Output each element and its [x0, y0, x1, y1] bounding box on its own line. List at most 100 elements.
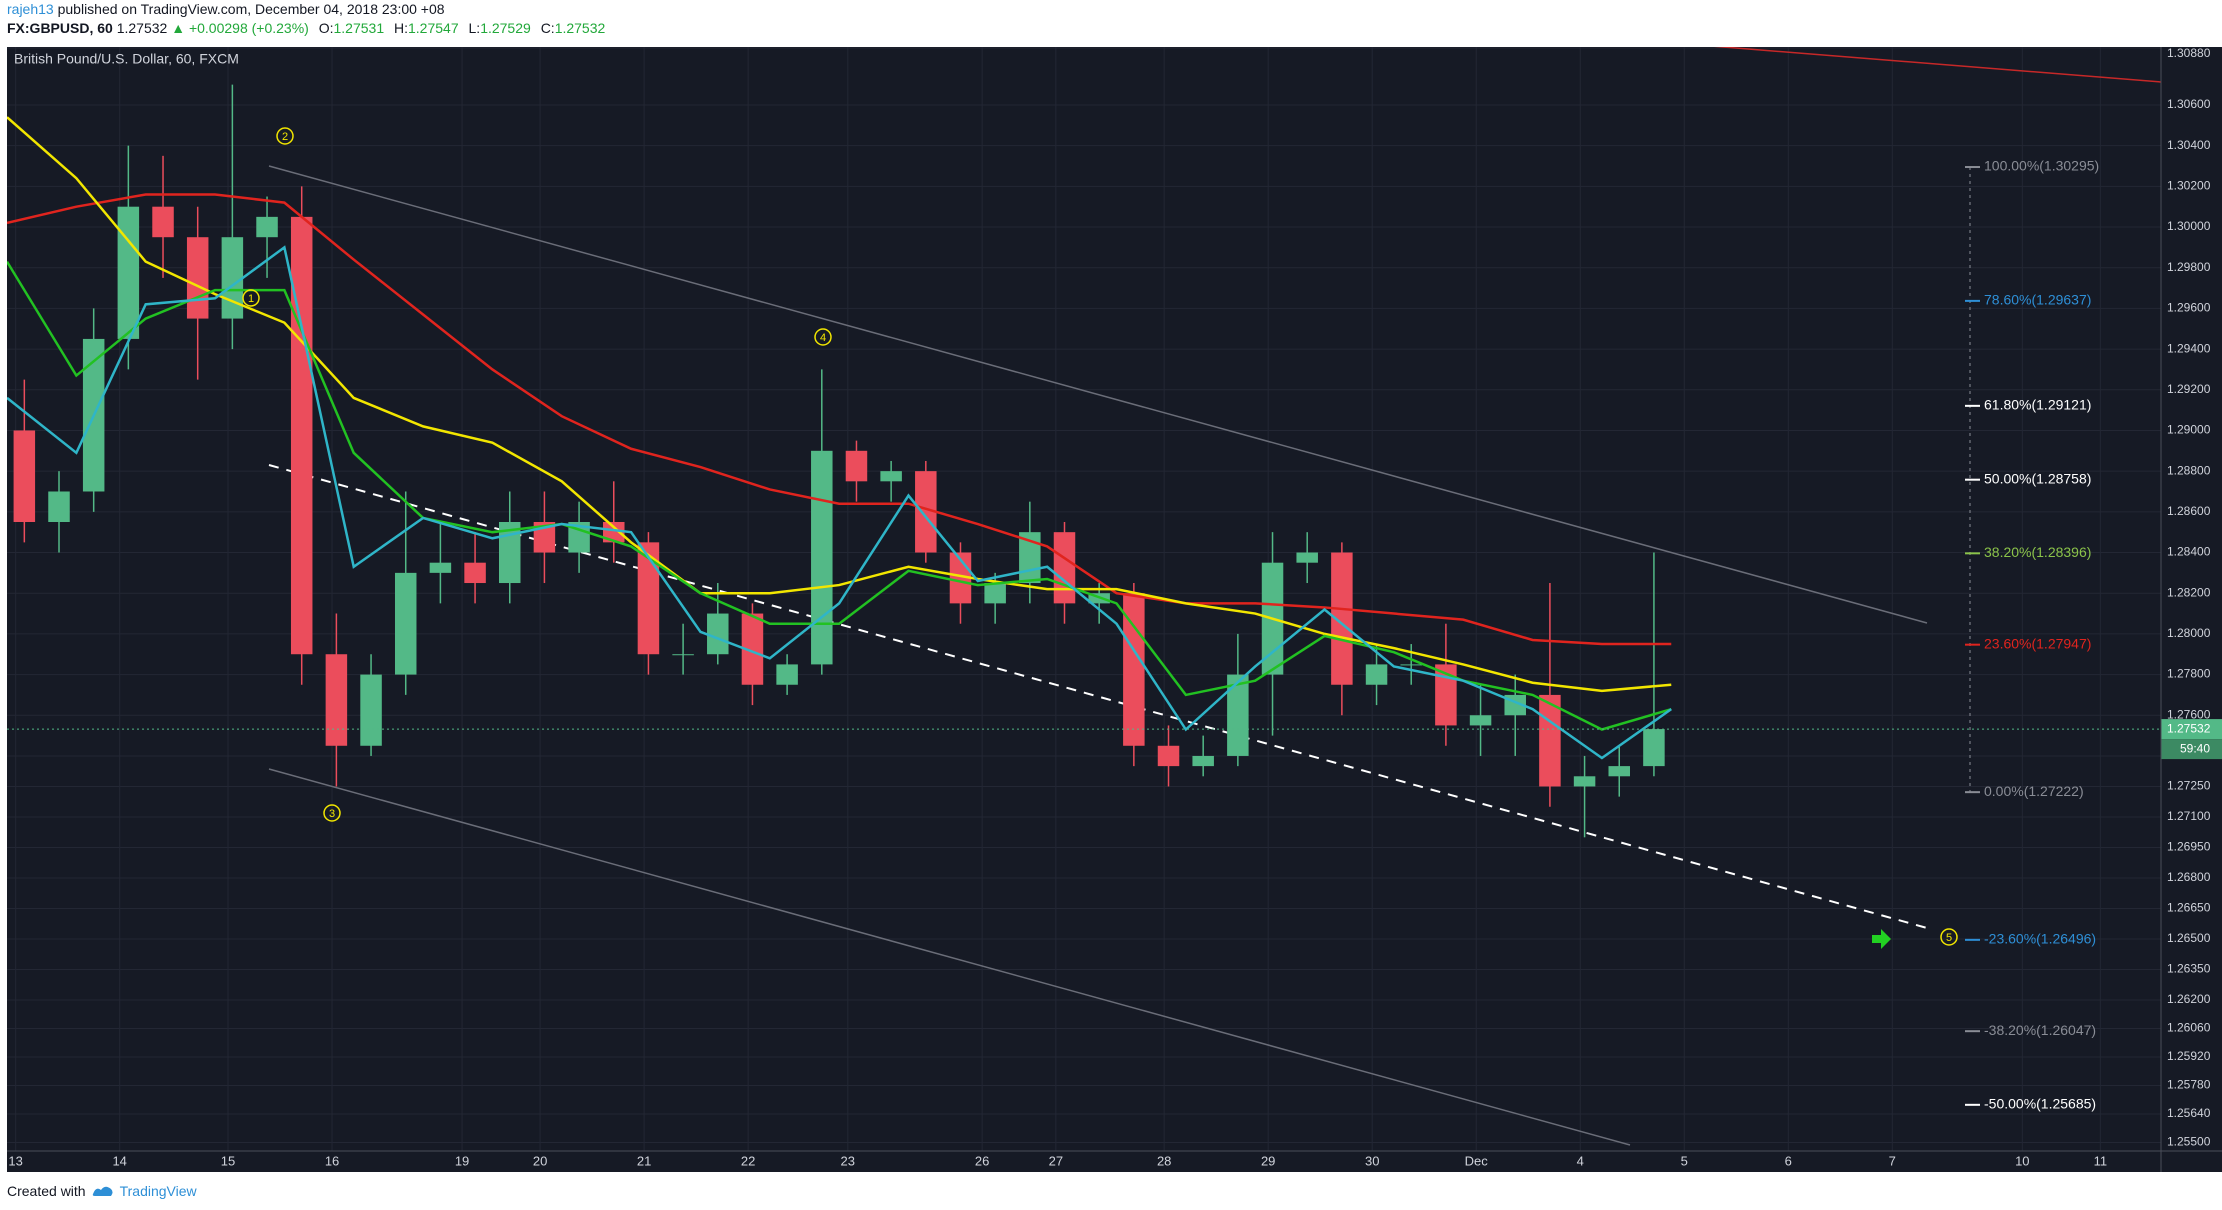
candle-body — [186, 237, 209, 319]
header: rajeh13 published on TradingView.com, De… — [7, 0, 605, 38]
y-tick-label: 1.30600 — [2167, 97, 2211, 111]
y-tick-label: 1.27800 — [2167, 667, 2211, 681]
candle-body — [1469, 715, 1492, 726]
fib-label: 0.00%(1.27222) — [1984, 783, 2084, 799]
y-tick-label: 1.29600 — [2167, 301, 2211, 315]
ohlc-value: 1.27531 — [333, 20, 385, 36]
y-tick-label: 1.25640 — [2167, 1106, 2211, 1120]
candle-body — [256, 216, 278, 238]
fib-label: 61.80%(1.29121) — [1984, 397, 2091, 413]
last: 1.27532 — [116, 20, 168, 36]
y-tick-label: 1.26950 — [2167, 840, 2211, 854]
moving-average — [7, 245, 1672, 760]
x-tick-label: 26 — [975, 1153, 989, 1168]
candle-body — [568, 522, 590, 553]
wave-marker — [323, 804, 341, 822]
plot — [7, 84, 2161, 838]
candle-body — [117, 206, 140, 339]
y-tick-label: 1.27250 — [2167, 779, 2211, 793]
drawings — [268, 47, 2161, 1146]
candle-body — [464, 562, 486, 584]
y-tick-label: 1.28800 — [2167, 463, 2211, 477]
candle-body — [915, 471, 937, 553]
candle-body — [1400, 664, 1422, 666]
y-tick-label: 1.26650 — [2167, 901, 2211, 915]
y-tick-label: 1.30400 — [2167, 138, 2211, 152]
y-tick-label: 1.26500 — [2167, 931, 2211, 945]
candle-body — [637, 542, 660, 655]
ohlc-value: 1.27532 — [554, 20, 606, 36]
candle-body — [707, 613, 729, 655]
candle-body — [48, 491, 70, 523]
fib-label: 23.60%(1.27947) — [1984, 635, 2091, 651]
ohlc-key: L: — [468, 20, 481, 36]
candle-body — [1573, 776, 1596, 787]
candle-body — [1053, 532, 1076, 604]
x-tick-label: 21 — [637, 1153, 651, 1168]
candle-body — [1643, 729, 1665, 767]
y-tick-label: 1.30200 — [2167, 179, 2211, 193]
fib-label: -38.20%(1.26047) — [1984, 1022, 2096, 1038]
wave-marker — [814, 328, 832, 346]
wave-marker — [242, 289, 260, 307]
overlay: 1.30880 1.30600 1.30400 1.30200 1.30000 1.298… — [8, 46, 2222, 1168]
candle-body — [360, 674, 382, 746]
ohlc-key: O: — [318, 20, 334, 36]
candle-body — [984, 583, 1006, 604]
wave-label: 5 — [1946, 932, 1952, 944]
wave-marker — [276, 127, 294, 145]
y-tick-label: 1.29200 — [2167, 382, 2211, 396]
x-tick-label: 20 — [533, 1153, 547, 1168]
user[interactable]: rajeh13 — [7, 1, 54, 17]
candle-body — [1157, 745, 1180, 767]
x-tick-label: 10 — [2015, 1153, 2029, 1168]
moving-average — [7, 193, 1672, 646]
x-tick-label: 19 — [455, 1153, 469, 1168]
candle-body — [429, 562, 452, 573]
candle-body — [290, 216, 313, 655]
candle-body — [1331, 552, 1353, 685]
x-tick-label: 5 — [1681, 1153, 1688, 1168]
wave-label: 2 — [282, 131, 288, 143]
y-tick-label: 1.28400 — [2167, 545, 2211, 559]
y-tick-label: 1.26200 — [2167, 992, 2211, 1006]
x-tick-label: 30 — [1365, 1153, 1379, 1168]
footer-brand[interactable]: TradingView — [119, 1183, 197, 1199]
footer: Created with TradingView — [7, 1183, 197, 1199]
x-tick-label: 11 — [2094, 1153, 2108, 1168]
quote-line: FX:GBPUSD, 60 1.27532 ▲ +0.00298 (+0.23%… — [7, 19, 605, 38]
last-price-label: 1.27532 — [2167, 721, 2211, 735]
y-tick-label: 1.25780 — [2167, 1078, 2211, 1092]
candle-body — [811, 450, 833, 665]
candle-body — [776, 664, 798, 685]
y-tick-label: 1.28000 — [2167, 626, 2211, 640]
x-tick-label: 28 — [1157, 1153, 1171, 1168]
candle-body — [498, 522, 521, 584]
fib-label: 38.20%(1.28396) — [1984, 544, 2091, 560]
fib-label: 78.60%(1.29637) — [1984, 292, 2091, 308]
moving-average — [7, 116, 1672, 693]
wave-marker — [1940, 928, 1958, 946]
candle-body — [1365, 664, 1388, 685]
y-tick-label: 1.27100 — [2167, 809, 2211, 823]
y-tick-label: 1.28200 — [2167, 585, 2211, 599]
arrow — [1872, 929, 1891, 949]
moving-average — [7, 260, 1672, 731]
fib-label: 50.00%(1.28758) — [1984, 470, 2091, 486]
y-tick-label: 1.26350 — [2167, 962, 2211, 976]
x-tick-label: 29 — [1261, 1153, 1275, 1168]
y-tick-label: 1.28600 — [2167, 504, 2211, 518]
wave-label: 1 — [248, 293, 254, 305]
wave-label: 4 — [820, 332, 826, 344]
candle-body — [221, 237, 244, 319]
x-tick-label: 23 — [841, 1153, 855, 1168]
x-tick-label: 7 — [1889, 1153, 1896, 1168]
chart-background — [7, 47, 2222, 1172]
candle-body — [672, 654, 694, 656]
chart-title: British Pound/U.S. Dollar, 60, FXCM — [14, 51, 239, 67]
x-tick-label: 4 — [1577, 1153, 1584, 1168]
countdown-box — [2161, 739, 2222, 760]
candle-body — [603, 522, 625, 543]
channel-lower — [268, 768, 1631, 1146]
channel-upper — [268, 165, 1928, 624]
